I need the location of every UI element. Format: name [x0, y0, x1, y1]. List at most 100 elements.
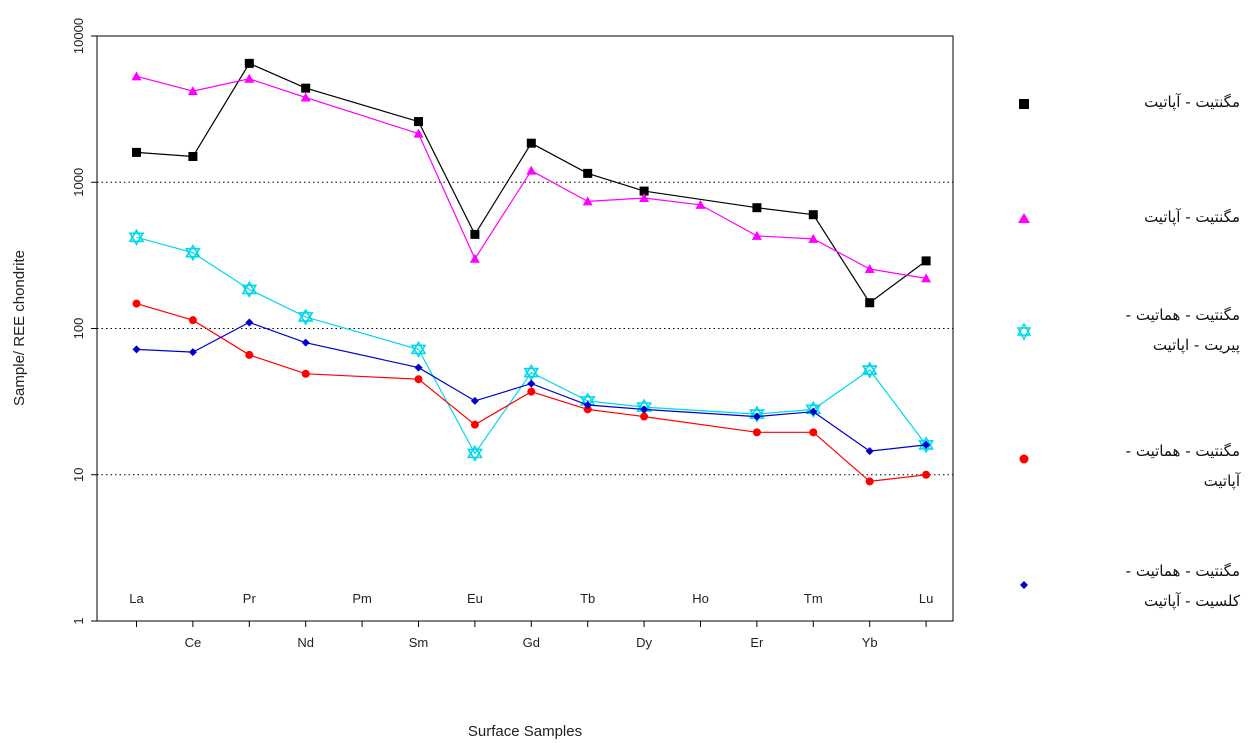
- star-part: [748, 409, 765, 423]
- star-marker-icon: [1016, 322, 1032, 341]
- x-tick-label: La: [129, 591, 144, 606]
- x-tick-label: Ce: [185, 635, 202, 650]
- data-point: [865, 477, 874, 486]
- star-part: [805, 404, 822, 418]
- data-point: [752, 428, 761, 437]
- data-point: [187, 86, 198, 96]
- data-point: [921, 273, 932, 283]
- star-part: [523, 367, 540, 382]
- data-point: [752, 203, 762, 213]
- data-point: [241, 280, 258, 298]
- x-tick-label: Eu: [467, 591, 483, 606]
- data-point: [527, 387, 536, 396]
- legend-label: مگنتیت - آپاتیت: [1144, 93, 1240, 111]
- data-point: [301, 83, 311, 93]
- x-tick-label: Yb: [862, 635, 878, 650]
- data-point: [188, 316, 197, 325]
- y-tick-label: 10: [71, 468, 86, 482]
- data-point: [921, 256, 931, 266]
- y-tick-label: 1000: [71, 168, 86, 197]
- data-point: [639, 193, 650, 203]
- x-axis: La Ce Pr Nd Pm Sm Eu Gd Tb Dy Ho Er Tm Yb Lu: [129, 591, 933, 650]
- star-part: [128, 232, 145, 246]
- diamond-marker-icon: [1020, 581, 1028, 589]
- legend-item-4: مگنتیت - هماتیت - آپاتیت: [1010, 436, 1250, 496]
- data-point: [244, 58, 254, 68]
- data-point: [414, 117, 423, 127]
- legend-label: مگنتیت - هماتیت - پیریت - اپاتیت: [1125, 306, 1240, 354]
- data-point: [132, 345, 141, 354]
- data-point: [865, 298, 875, 308]
- data-point: [583, 400, 592, 409]
- data-point: [128, 228, 145, 246]
- x-tick-label: Lu: [919, 591, 933, 606]
- legend-item-5: مگنتیت - هماتیت - کلسیت - آپاتیت: [1010, 550, 1250, 610]
- data-point: [414, 363, 423, 372]
- data-point: [752, 412, 761, 421]
- data-point: [184, 244, 201, 262]
- star-part: [466, 448, 483, 462]
- data-point: [640, 412, 649, 421]
- data-point: [410, 340, 427, 358]
- star-part: [523, 363, 540, 378]
- star-part: [184, 247, 201, 262]
- data-point: [640, 405, 649, 414]
- x-axis-title: Surface Samples: [468, 723, 582, 740]
- x-tick-label: Gd: [523, 635, 540, 650]
- y-tick-label: 10000: [71, 18, 86, 54]
- legend-item-2: مگنتیت - آپاتیت: [1010, 180, 1250, 240]
- triangle-marker-icon: [1018, 213, 1030, 223]
- square-marker-icon: [1019, 99, 1029, 109]
- data-point: [297, 308, 314, 326]
- data-point: [582, 196, 593, 206]
- data-point: [865, 447, 874, 456]
- star-part: [128, 228, 145, 243]
- legend-item-1: مگنتیت - آپاتیت: [1010, 60, 1250, 120]
- data-point: [922, 440, 931, 449]
- data-point: [132, 147, 141, 157]
- data-point: [300, 92, 311, 102]
- legend-label: مگنتیت - آپاتیت: [1144, 208, 1240, 226]
- data-point: [245, 318, 254, 327]
- data-point: [751, 230, 762, 240]
- data-point: [414, 375, 423, 384]
- data-point: [808, 210, 818, 220]
- x-tick-label: Dy: [636, 635, 652, 650]
- data-point: [470, 229, 480, 239]
- y-axis-title: Sample/ REE chondrite: [11, 250, 28, 406]
- series-diamond: [132, 318, 931, 456]
- x-tick-label: Er: [750, 635, 764, 650]
- star-part: [184, 244, 201, 258]
- data-point: [413, 128, 424, 138]
- data-point: [188, 348, 197, 357]
- y-axis: 1 10 100 1000 10000: [71, 18, 97, 625]
- series-circle: [132, 299, 931, 486]
- x-tick-label: Sm: [409, 635, 429, 650]
- data-point: [301, 338, 310, 347]
- data-point: [861, 361, 878, 379]
- data-point: [695, 199, 706, 209]
- y-tick-label: 1: [71, 617, 86, 624]
- star-part: [241, 280, 258, 295]
- star-part: [861, 365, 878, 379]
- data-point: [244, 73, 255, 83]
- data-point: [809, 428, 818, 437]
- y-tick-label: 100: [71, 318, 86, 340]
- data-point: [469, 253, 480, 263]
- data-point: [808, 233, 819, 243]
- star-part: [297, 312, 314, 326]
- star-part: [410, 344, 427, 358]
- data-point: [809, 407, 818, 416]
- x-tick-label: Tm: [804, 591, 823, 606]
- star-part: [410, 340, 427, 355]
- data-point: [470, 396, 479, 405]
- x-tick-label: Pm: [352, 591, 372, 606]
- data-point: [131, 71, 142, 81]
- star-part: [297, 308, 314, 322]
- grid-lines: [97, 181, 953, 476]
- data-point: [639, 186, 649, 196]
- data-point: [245, 350, 254, 359]
- star-part: [579, 396, 596, 410]
- series-group: [128, 58, 935, 486]
